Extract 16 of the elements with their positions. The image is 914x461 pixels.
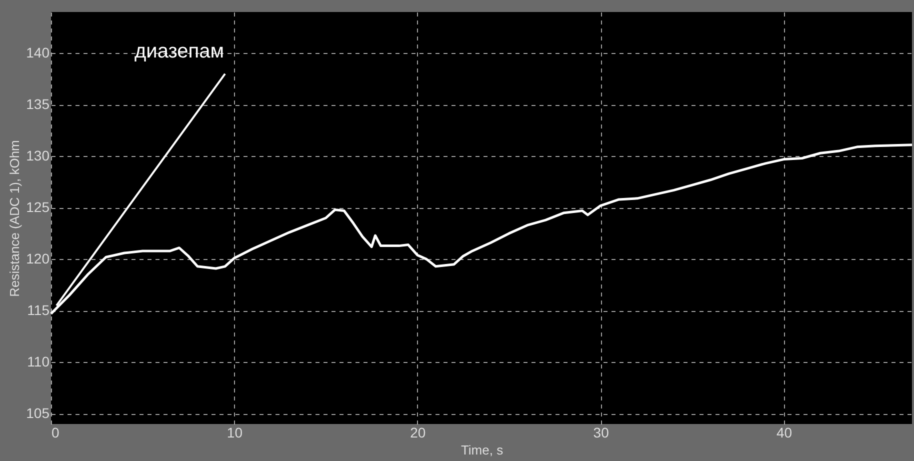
y-tick-label: 140 <box>26 44 50 61</box>
x-axis-title: Time, s <box>460 442 504 458</box>
y-tick-label: 125 <box>26 199 50 216</box>
y-axis-title: Resistance (ADC 1), kOhm <box>7 140 22 297</box>
annotation: диазепам <box>134 40 224 62</box>
x-tick-label: 0 <box>52 424 60 440</box>
y-tick-label: 120 <box>26 250 50 267</box>
x-tick-label: 30 <box>593 424 610 440</box>
y-tick-label: 115 <box>27 302 50 318</box>
y-tick-label: 135 <box>26 96 50 112</box>
y-tick-label: 110 <box>27 354 50 370</box>
y-tick-label: 130 <box>26 148 50 164</box>
x-tick-label: 10 <box>226 424 243 440</box>
x-tick-label: 40 <box>776 424 792 440</box>
y-tick-label: 105 <box>26 405 50 422</box>
x-tick-label: 20 <box>410 424 426 440</box>
